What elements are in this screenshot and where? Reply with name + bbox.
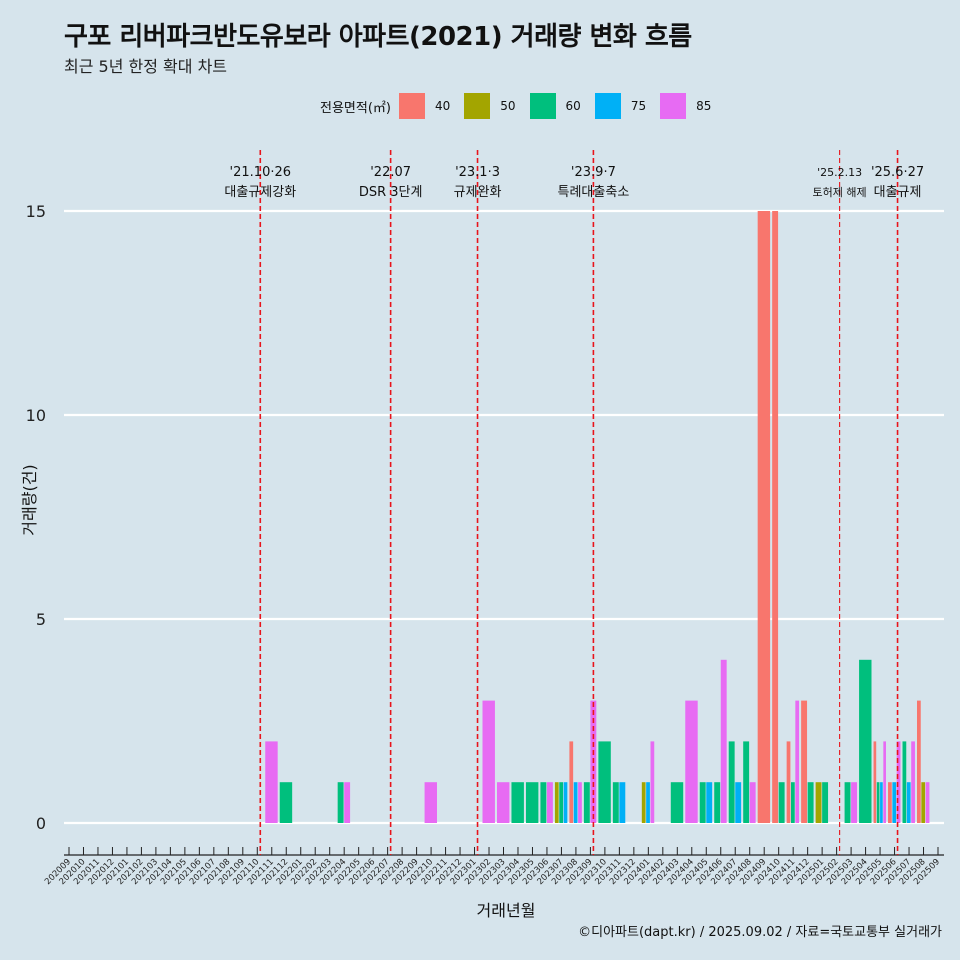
bar-202112-60 [279, 782, 293, 823]
bar-202409-40 [757, 211, 771, 823]
bar-202306-85 [546, 782, 553, 823]
bar-202508-40 [916, 700, 921, 823]
bar-202307-60 [559, 782, 564, 823]
bar-202401-85 [650, 741, 655, 823]
bar-202302-85 [482, 700, 495, 823]
legend-item-75: 75 [594, 93, 654, 119]
event-label-4: 토허제 해제 [813, 185, 867, 199]
bar-202501-60 [822, 782, 829, 823]
y-tick-label-5: 5 [36, 610, 46, 629]
bar-202311-60 [612, 782, 619, 823]
bar-202503-85 [851, 782, 858, 823]
legend-label-75: 75 [630, 99, 647, 113]
bar-202507-60 [902, 741, 907, 823]
legend-swatch-50 [464, 93, 491, 119]
legend-label-40: 40 [434, 99, 451, 113]
bar-202307-50 [554, 782, 559, 823]
bar-202506-75 [892, 782, 897, 823]
legend: 전용면적(㎡) 40 50 60 75 85 [320, 93, 725, 119]
bar-202311-75 [619, 782, 626, 823]
legend-item-85: 85 [660, 93, 719, 119]
bar-202411-40 [786, 741, 791, 823]
chart-subtitle: 최근 5년 한정 확대 차트 [64, 57, 228, 76]
bar-202204-85 [344, 782, 351, 823]
bar-202503-60 [844, 782, 851, 823]
bar-202507-75 [906, 782, 911, 823]
event-date-3: '23.9·7 [571, 165, 616, 180]
bar-202501-50 [815, 782, 822, 823]
bar-202412-60 [807, 782, 814, 823]
bar-202407-75 [735, 782, 742, 823]
bar-202308-40 [569, 741, 574, 823]
bar-202309-60 [583, 782, 590, 823]
bar-202407-60 [728, 741, 735, 823]
y-tick-label-15: 15 [26, 202, 46, 221]
bar-202406-60 [714, 782, 721, 823]
event-label-5: 대출규제 [874, 185, 922, 200]
bar-202505-85 [883, 741, 886, 823]
bar-202305-60 [525, 782, 539, 823]
event-label-2: 규제완화 [454, 185, 502, 200]
bar-202404-85 [685, 700, 698, 823]
chart-title: 구포 리버파크반도유보라 아파트(2021) 거래량 변화 흐름 [64, 22, 692, 52]
bar-202506-40 [888, 782, 892, 823]
bar-202507-85 [911, 741, 915, 823]
bar-202304-60 [511, 782, 524, 823]
bar-202303-85 [496, 782, 510, 823]
event-date-5: '25.6·27 [871, 165, 924, 180]
event-label-3: 특례대출축소 [558, 185, 630, 200]
bar-202504-60 [859, 659, 872, 823]
bar-202410-40 [772, 211, 779, 823]
legend-swatch-85 [660, 93, 687, 119]
bar-202412-40 [801, 700, 808, 823]
event-date-4: '25.2.13 [817, 166, 862, 179]
legend-item-40: 40 [398, 93, 458, 119]
event-label-0: 대출규제강화 [224, 185, 296, 200]
event-date-0: '21.10·26 [230, 165, 291, 180]
bar-202508-50 [921, 782, 926, 823]
bar-202405-60 [699, 782, 706, 823]
legend-title: 전용면적(㎡) [320, 100, 391, 116]
bar-202408-60 [743, 741, 750, 823]
event-date-2: '23.1·3 [455, 165, 500, 180]
x-axis-label: 거래년월 [476, 901, 536, 920]
bar-202307-75 [563, 782, 568, 823]
bar-202401-75 [646, 782, 650, 823]
bar-202310-60 [598, 741, 611, 823]
legend-label-60: 60 [565, 99, 581, 113]
bar-202111-85 [265, 741, 278, 823]
legend-label-50: 50 [500, 99, 516, 113]
bar-202210-85 [424, 782, 438, 823]
bar-202505-60 [876, 782, 880, 823]
bar-202505-40 [873, 741, 877, 823]
event-date-1: '22.07 [370, 165, 411, 180]
legend-swatch-60 [529, 93, 556, 119]
legend-swatch-40 [398, 93, 425, 119]
bar-202306-60 [540, 782, 547, 823]
event-label-1: DSR 3단계 [359, 185, 423, 200]
y-tick-label-10: 10 [26, 406, 46, 425]
legend-item-50: 50 [464, 93, 523, 119]
bar-202403-60 [670, 782, 684, 823]
bar-202411-60 [790, 782, 795, 823]
bar-202406-85 [720, 659, 727, 823]
bar-202308-85 [578, 782, 582, 823]
source-caption: ©디아파트(dapt.kr) / 2025.09.02 / 자료=국토교통부 실… [578, 925, 942, 940]
bar-202204-60 [337, 782, 344, 823]
bar-202405-75 [706, 782, 713, 823]
bar-202508-85 [925, 782, 930, 823]
bar-202411-85 [795, 700, 800, 823]
legend-label-85: 85 [696, 99, 712, 113]
legend-swatch-75 [594, 93, 621, 119]
bar-202401-50 [641, 782, 646, 823]
bar-202308-75 [573, 782, 578, 823]
bar-202408-85 [749, 782, 756, 823]
y-tick-label-0: 0 [36, 814, 46, 833]
legend-item-60: 60 [529, 93, 589, 119]
bar-202506-85 [896, 741, 901, 823]
bar-202505-75 [880, 782, 883, 823]
y-axis-label: 거래량(건) [20, 464, 39, 536]
bar-202410-60 [778, 782, 785, 823]
